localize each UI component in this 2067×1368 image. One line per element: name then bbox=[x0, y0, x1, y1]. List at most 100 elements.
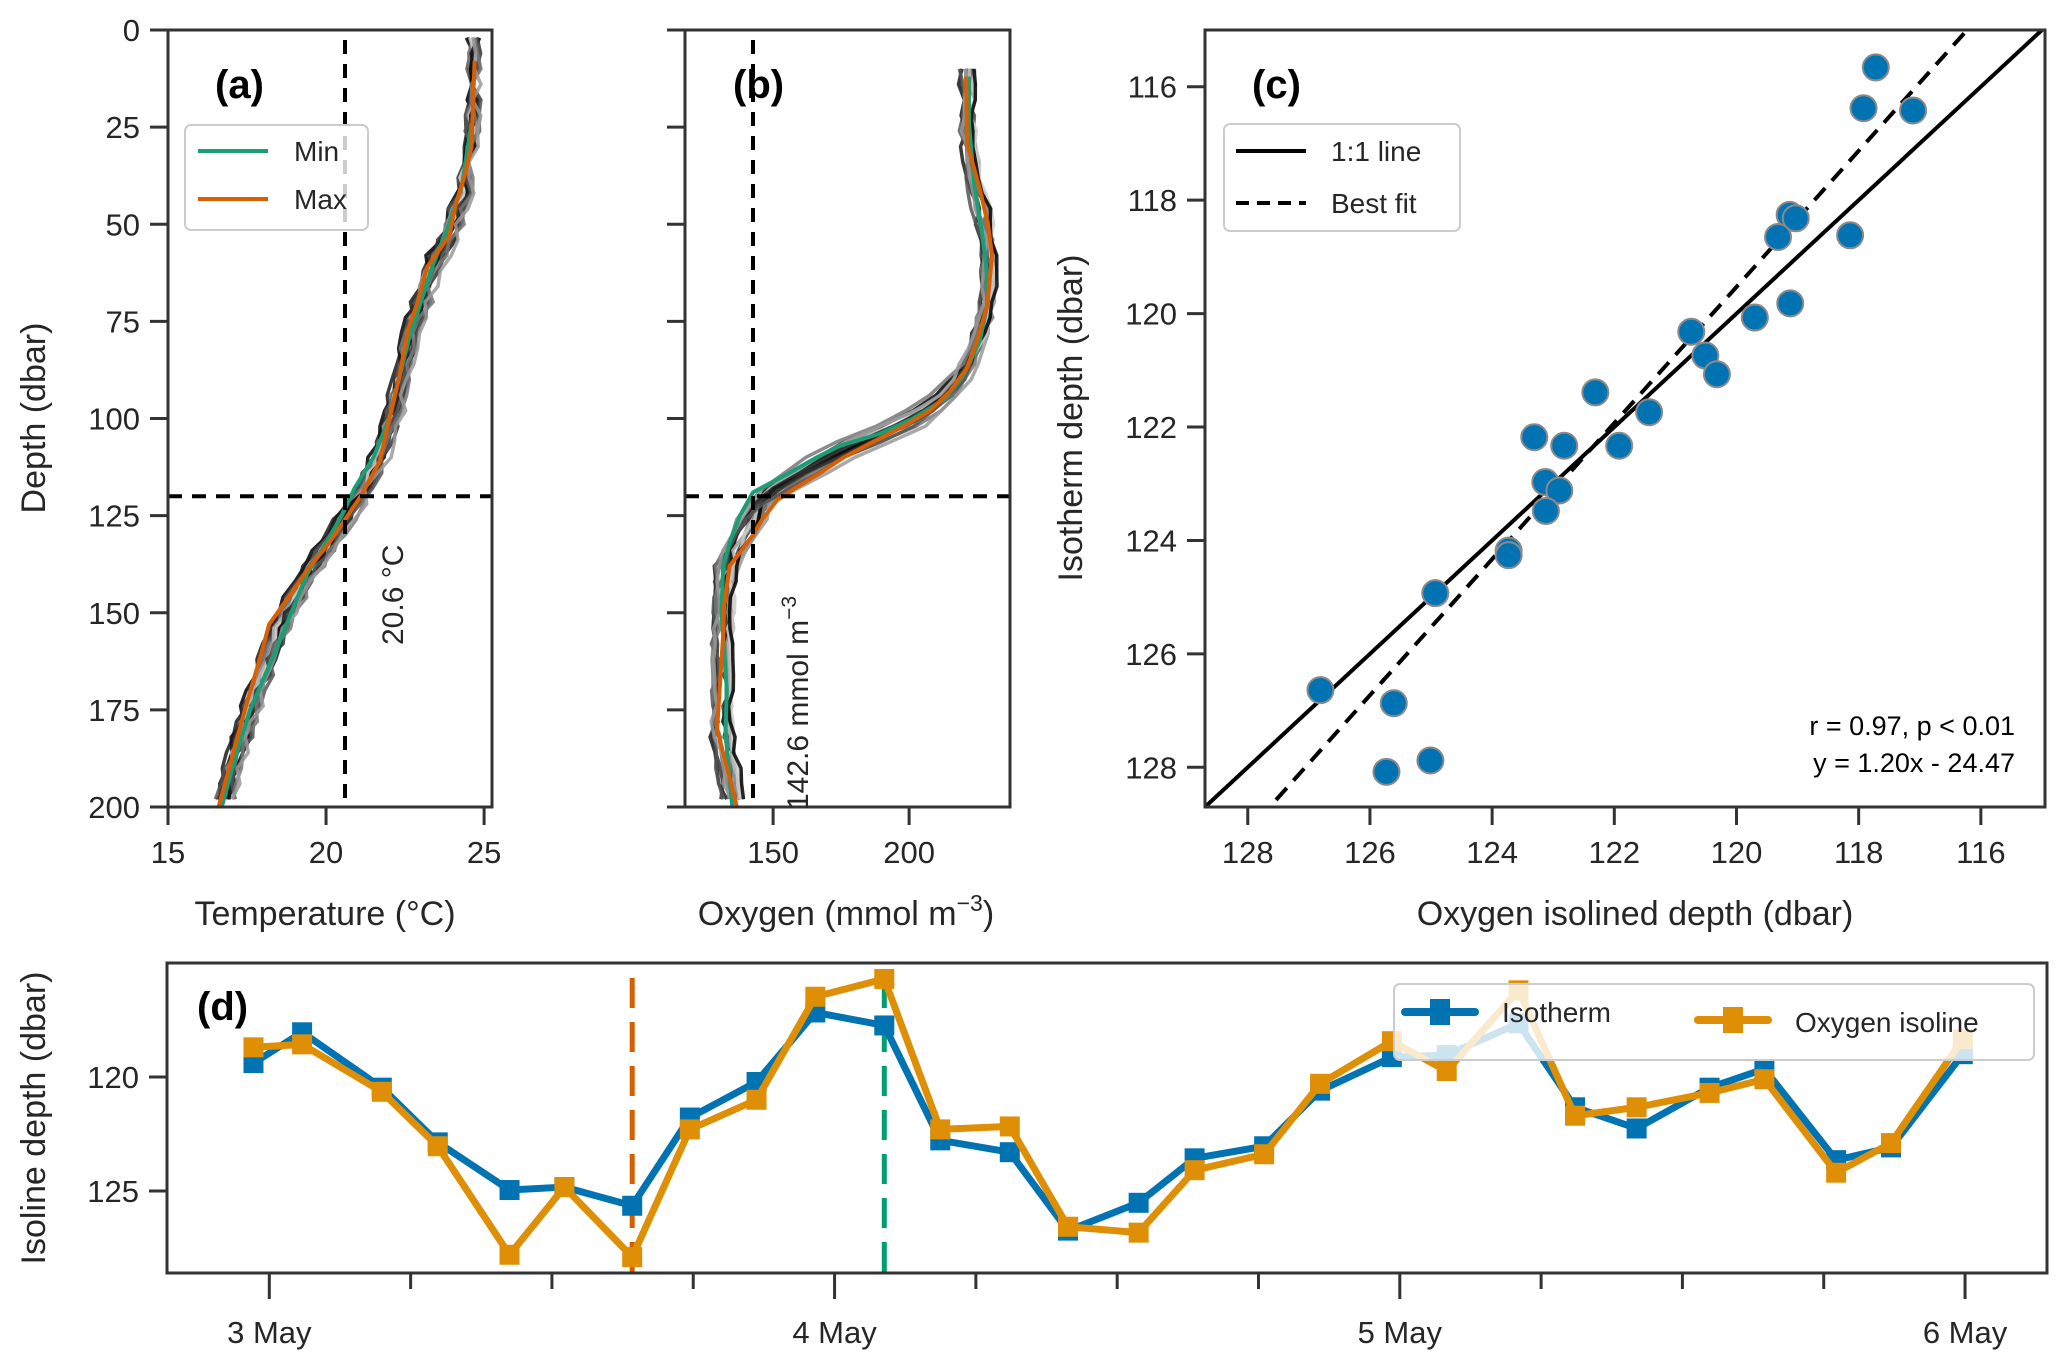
scatter-point bbox=[1635, 398, 1664, 427]
scatter-points bbox=[1306, 53, 1928, 786]
legend-label-best-fit: Best fit bbox=[1331, 188, 1417, 219]
panel-b-x-tick-label: 200 bbox=[883, 835, 935, 870]
data-point bbox=[1754, 1069, 1775, 1090]
scatter-point bbox=[1849, 94, 1878, 123]
legend-label-one-to-one: 1:1 line bbox=[1331, 136, 1421, 167]
data-point bbox=[874, 1015, 895, 1036]
oxygen-annotation: 142.6 mmol m−3 bbox=[778, 596, 815, 810]
oxygen-annotation-sup: −3 bbox=[778, 596, 801, 620]
data-point bbox=[1057, 1216, 1078, 1237]
ensemble-profile bbox=[709, 68, 990, 801]
panel-a-y-tick-label: 75 bbox=[106, 304, 140, 339]
data-point bbox=[1826, 1162, 1847, 1183]
data-point bbox=[622, 1247, 643, 1268]
data-point bbox=[622, 1195, 643, 1216]
scatter-point bbox=[1494, 541, 1523, 570]
data-point bbox=[805, 986, 826, 1007]
panel-c-y-ticks: 116 118 120 122 124 126 128 bbox=[1125, 70, 1205, 785]
fit-equation: y = 1.20x - 24.47 bbox=[1813, 748, 2015, 778]
panel-a-y-tick-label: 25 bbox=[106, 110, 140, 145]
panel-a-y-tick-label: 50 bbox=[106, 207, 140, 242]
data-point bbox=[1565, 1105, 1586, 1126]
panel-a-y-axis-label: Depth (dbar) bbox=[15, 323, 53, 514]
panel-b-x-label-text: Oxygen (mmol m bbox=[698, 895, 957, 933]
panel-d-legend: Isotherm Oxygen isoline bbox=[1393, 983, 2035, 1061]
panel-c-x-tick-label: 124 bbox=[1466, 835, 1518, 870]
scatter-point bbox=[1531, 496, 1560, 525]
legend-label-oxygen: Oxygen isoline bbox=[1795, 1007, 1979, 1038]
scatter-point bbox=[1550, 431, 1579, 460]
panel-d-x-ticks: 3 May 4 May 5 May 6 May bbox=[227, 1273, 2008, 1350]
series-line-oxygen-isoline bbox=[253, 975, 1966, 1261]
panel-a-legend: Min Max bbox=[184, 124, 369, 231]
ensemble-profile bbox=[709, 68, 989, 800]
panel-a-y-tick-label: 125 bbox=[88, 499, 140, 534]
panel-a-label: (a) bbox=[215, 63, 264, 107]
panel-a: 15 20 25 0 25 50 75 100 125 150 175 200 (a) Min Ma… bbox=[15, 13, 501, 933]
panel-c-x-tick-label: 122 bbox=[1588, 835, 1640, 870]
panel-a-x-tick-label: 15 bbox=[151, 835, 185, 870]
best-fit-line bbox=[1266, 30, 1970, 807]
data-point bbox=[1880, 1133, 1901, 1154]
panel-b-label: (b) bbox=[733, 63, 784, 107]
panel-d-y-tick-label: 125 bbox=[87, 1174, 139, 1209]
panel-b-x-ticks: 150 200 bbox=[747, 807, 935, 870]
panel-c-y-tick-label: 116 bbox=[1128, 70, 1177, 105]
panel-b-x-axis-label: Oxygen (mmol m−3) bbox=[698, 890, 994, 933]
data-point bbox=[1128, 1222, 1149, 1243]
scatter-point bbox=[1379, 689, 1408, 718]
data-point bbox=[1699, 1082, 1720, 1103]
isoline-time-series bbox=[243, 968, 1973, 1268]
scatter-point bbox=[1776, 289, 1805, 318]
panel-a-x-ticks: 15 20 25 bbox=[151, 807, 501, 870]
panel-a-y-tick-label: 0 bbox=[123, 13, 140, 48]
data-point bbox=[1626, 1118, 1647, 1139]
panel-d-y-axis-label: Isoline depth (dbar) bbox=[15, 972, 53, 1265]
panel-c-x-tick-label: 128 bbox=[1222, 835, 1274, 870]
legend-marker-oxygen bbox=[1723, 1007, 1743, 1033]
panel-c-y-tick-label: 126 bbox=[1125, 637, 1177, 672]
legend-marker-isotherm bbox=[1430, 999, 1450, 1025]
oxygen-annotation-text: 142.6 mmol m bbox=[782, 620, 815, 810]
scatter-point bbox=[1781, 204, 1810, 233]
scatter-point bbox=[1740, 303, 1769, 332]
data-point bbox=[999, 1142, 1020, 1163]
panel-a-y-tick-label: 200 bbox=[88, 790, 140, 825]
panel-c-x-tick-label: 116 bbox=[1956, 835, 2005, 870]
panel-c-x-tick-label: 126 bbox=[1344, 835, 1396, 870]
panel-b-x-label-sup: −3 bbox=[957, 890, 983, 916]
panel-b-x-label-end: ) bbox=[983, 895, 994, 933]
scatter-point bbox=[1520, 423, 1549, 452]
panel-c-label: (c) bbox=[1252, 63, 1301, 107]
panel-d-x-tick-label: 4 May bbox=[792, 1315, 877, 1350]
scatter-point bbox=[1306, 676, 1335, 705]
panel-c-y-tick-label: 124 bbox=[1125, 523, 1177, 558]
scatter-point bbox=[1421, 579, 1450, 608]
data-point bbox=[499, 1244, 520, 1265]
panel-a-y-tick-label: 100 bbox=[88, 402, 140, 437]
temperature-profile-series bbox=[216, 61, 477, 808]
profile-min bbox=[719, 76, 990, 808]
profile-max bbox=[216, 61, 477, 808]
scatter-point bbox=[1702, 360, 1731, 389]
data-point bbox=[499, 1180, 520, 1201]
panel-d-label: (d) bbox=[197, 985, 248, 1029]
data-point bbox=[1626, 1097, 1647, 1118]
profile-max bbox=[715, 76, 995, 808]
data-point bbox=[292, 1034, 313, 1055]
data-point bbox=[1184, 1160, 1205, 1181]
panel-b-y-ticks bbox=[667, 28, 685, 809]
legend-label-max: Max bbox=[294, 184, 347, 215]
panel-c: 128 126 124 122 120 118 116 116 118 120 122 124 126… bbox=[1052, 28, 2047, 933]
data-point bbox=[371, 1081, 392, 1102]
panel-a-x-axis-label: Temperature (°C) bbox=[194, 895, 455, 933]
scatter-point bbox=[1899, 96, 1928, 125]
data-point bbox=[554, 1177, 575, 1198]
scatter-point bbox=[1416, 746, 1445, 775]
panel-d-x-tick-label: 3 May bbox=[227, 1315, 312, 1350]
scatter-point bbox=[1545, 476, 1574, 505]
scatter-point bbox=[1605, 431, 1634, 460]
scatter-point bbox=[1372, 757, 1401, 786]
panel-d-x-tick-label: 6 May bbox=[1923, 1315, 2008, 1350]
